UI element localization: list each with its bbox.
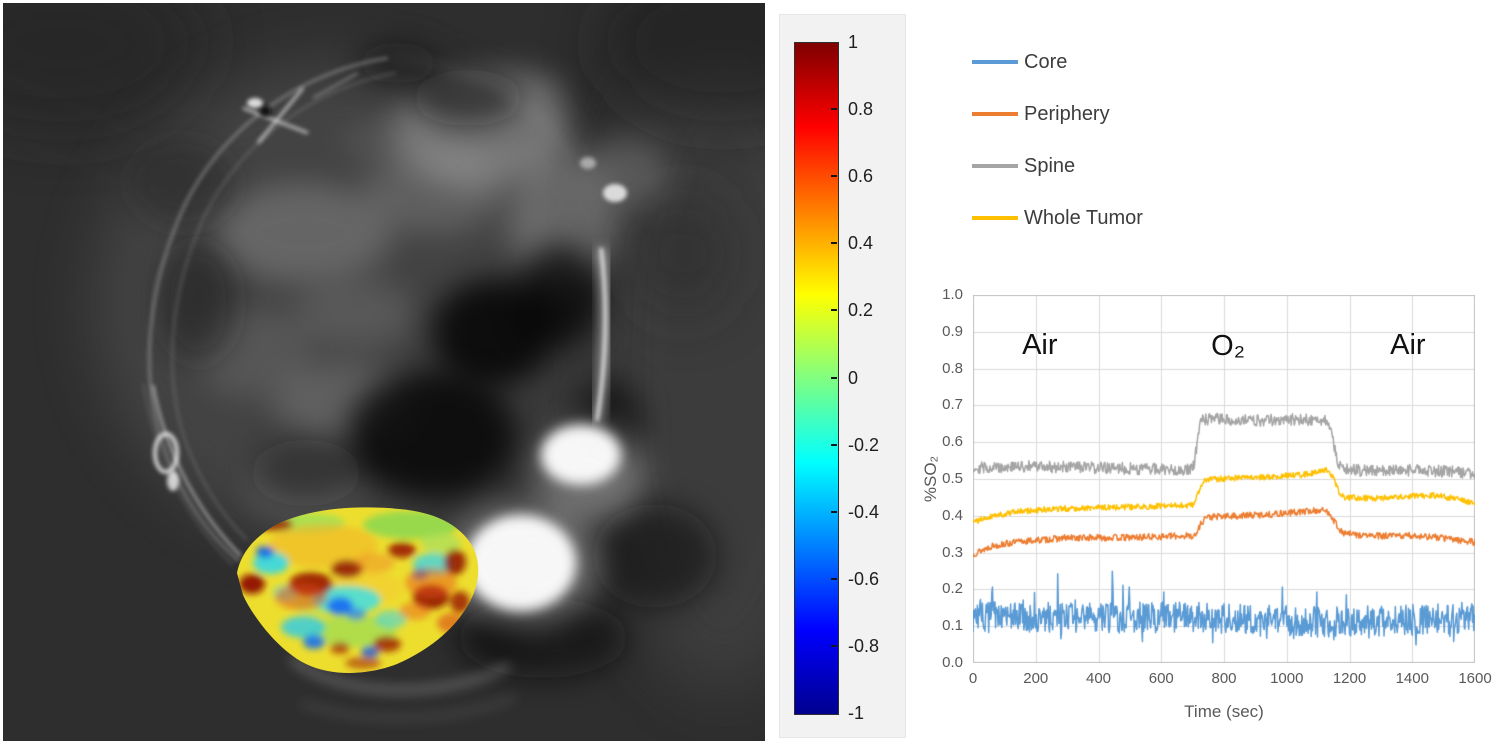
photoacoustic-image	[3, 3, 765, 741]
colorbar-tick-mark	[831, 577, 837, 580]
colorbar-tick-label: 1	[848, 32, 859, 52]
colorbar-tick-mark	[831, 510, 837, 513]
colorbar-tick-mark	[831, 443, 837, 446]
annotation-0-air: Air	[1022, 328, 1058, 361]
y-axis-tick-label: 0.9	[942, 322, 963, 340]
colorbar-tick-mark	[831, 644, 837, 647]
colorbar-tick-label: -0.6	[848, 568, 880, 589]
colorbar-tick-mark	[831, 175, 837, 178]
legend-swatch	[972, 164, 1018, 168]
colorbar-tick-label: 0.4	[848, 233, 874, 254]
colorbar-panel: 1 0.8 0.6 0.4 0.2 0 -0.2 -0.4 -0.6 -0.8 -1	[779, 14, 906, 738]
legend-swatch	[972, 112, 1018, 116]
y-axis-tick-label: 0.3	[942, 543, 963, 561]
colorbar-tick-label: 0.2	[848, 300, 874, 321]
y-axis-tick-label: 1.0	[942, 286, 963, 303]
legend-swatch	[972, 216, 1018, 220]
so2-chart-plot-area	[973, 295, 1475, 663]
legend-item-whole-tumor: Whole Tumor	[972, 192, 1232, 244]
legend-label: Whole Tumor	[1024, 206, 1143, 229]
chart-legend: Core Periphery Spine Whole Tumor	[972, 36, 1232, 244]
colorbar-gradient	[794, 42, 839, 715]
legend-label: Periphery	[1024, 102, 1110, 125]
annotation-1-o: O₂	[1211, 329, 1245, 362]
colorbar-tick-label: -0.2	[848, 434, 880, 455]
y-axis-title: %SO₂	[921, 455, 940, 503]
y-axis-tick-label: 0.8	[942, 359, 963, 377]
colorbar-tick-mark	[831, 242, 837, 245]
x-axis-tick-label: 1400	[1395, 670, 1429, 687]
photoacoustic-image-graphic	[3, 3, 765, 741]
colorbar-tick-label: 0.6	[848, 166, 874, 187]
x-axis-tick-label: 800	[1211, 670, 1237, 687]
colorbar-tick-label: -0.4	[848, 501, 880, 522]
colorbar-tick-label: 0	[848, 367, 859, 388]
y-axis-tick-label: 0.7	[942, 396, 963, 414]
x-axis-title: Time (sec)	[1184, 702, 1264, 721]
legend-label: Spine	[1024, 154, 1076, 177]
legend-label: Core	[1024, 50, 1068, 73]
colorbar-tick-label: -0.8	[848, 635, 880, 656]
legend-item-periphery: Periphery	[972, 88, 1232, 140]
legend-swatch	[972, 60, 1018, 64]
x-axis-tick-label: 1000	[1270, 670, 1304, 687]
legend-item-spine: Spine	[972, 140, 1232, 192]
colorbar-tick-mark	[831, 108, 837, 111]
colorbar-tick-mark	[831, 376, 837, 379]
y-axis-tick-label: 0.5	[942, 470, 963, 487]
x-axis-tick-label: 1200	[1332, 670, 1367, 687]
colorbar-tick-label: -1	[848, 703, 865, 723]
y-axis-tick-label: 0.0	[942, 654, 963, 671]
annotation-2-air: Air	[1390, 328, 1426, 361]
x-axis-tick-label: 1600	[1458, 670, 1492, 687]
x-axis-tick-label: 200	[1023, 670, 1049, 687]
x-axis-tick-label: 600	[1148, 670, 1174, 687]
x-axis-tick-label: 400	[1085, 670, 1112, 687]
x-axis-tick-label: 0	[968, 670, 978, 687]
colorbar-tick-mark	[831, 309, 837, 312]
y-axis-tick-label: 0.2	[942, 580, 963, 598]
y-axis-tick-label: 0.1	[942, 617, 963, 635]
legend-item-core: Core	[972, 36, 1232, 88]
y-axis-tick-label: 0.4	[942, 506, 963, 524]
colorbar-tick-label: 0.8	[848, 99, 874, 120]
y-axis-tick-label: 0.6	[942, 433, 963, 451]
